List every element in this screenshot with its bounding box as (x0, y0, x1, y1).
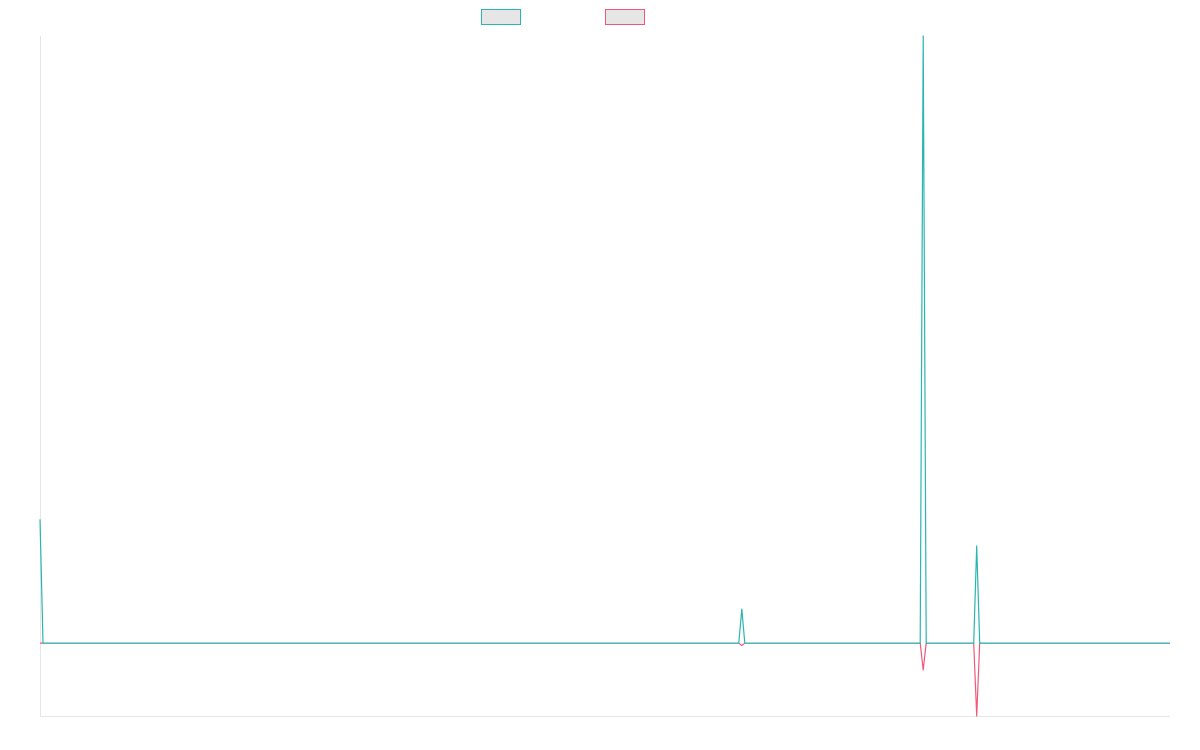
legend-swatch-series-2[interactable] (605, 9, 645, 25)
legend (0, 9, 1200, 27)
series-layer (39, 35, 1170, 717)
legend-swatch-series-1[interactable] (481, 9, 521, 25)
series-line-2 (40, 642, 1170, 717)
series-line-1 (39, 35, 1170, 644)
